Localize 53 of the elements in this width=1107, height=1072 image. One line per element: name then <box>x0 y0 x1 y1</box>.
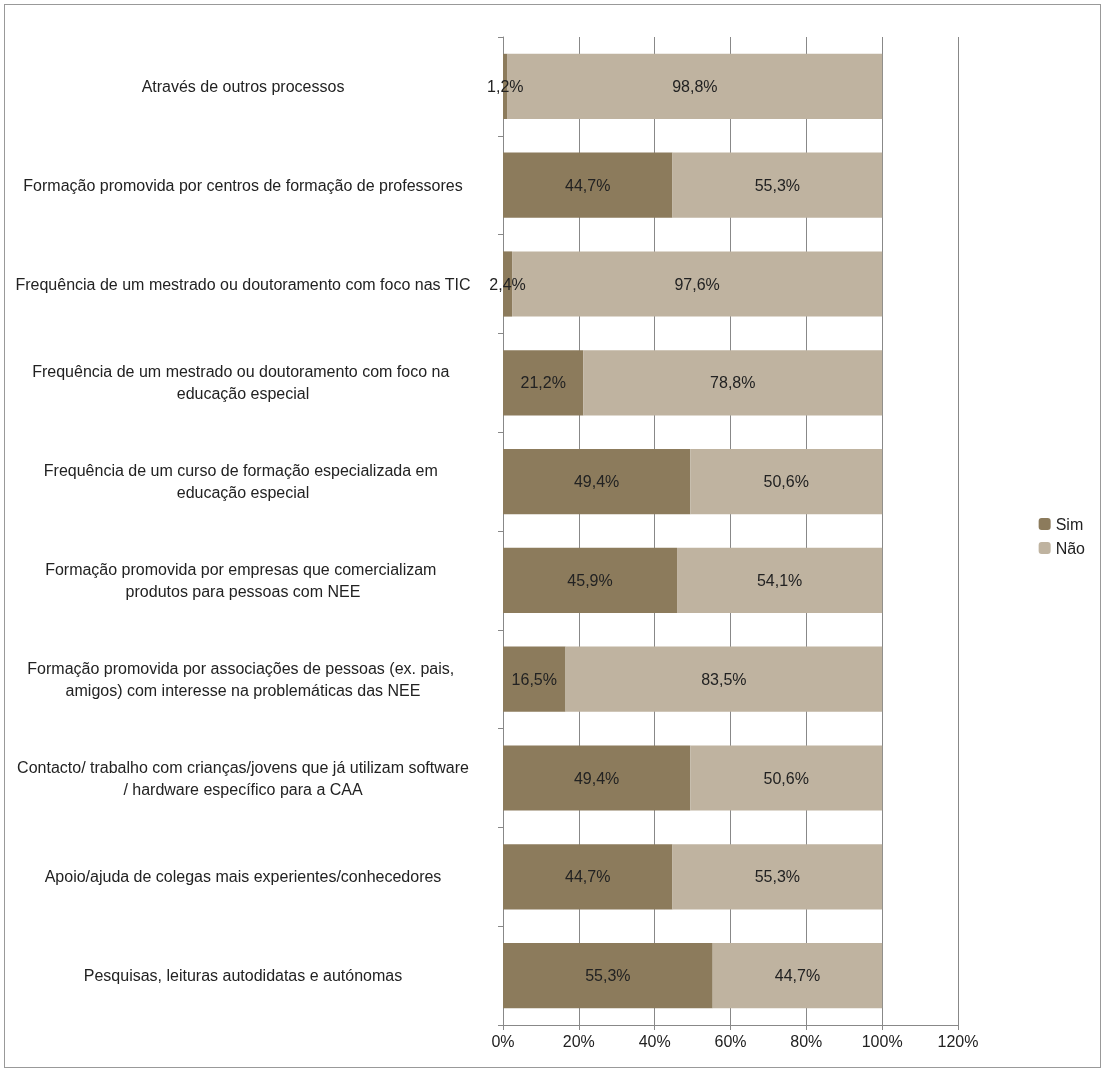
bar <box>690 449 883 515</box>
bar <box>565 646 883 712</box>
data-label: 49,4% <box>573 769 620 787</box>
data-label: 55,3% <box>754 868 801 886</box>
data-label: 55,3% <box>585 967 631 985</box>
x-tick-label: 0% <box>491 1032 515 1050</box>
bar <box>712 943 883 1009</box>
data-label: 50,6% <box>763 769 809 787</box>
bar <box>503 449 691 515</box>
bar <box>690 745 883 811</box>
bar <box>503 844 673 910</box>
y-tick-label: Formação promovida por empresas que comercializam produtos para pessoas com NEE <box>45 560 441 600</box>
data-label: 97,6% <box>674 275 720 293</box>
legend-label: Sim <box>1055 515 1084 533</box>
bar <box>583 350 883 416</box>
data-label: 44,7% <box>774 967 821 985</box>
legend-label: Não <box>1055 539 1086 557</box>
bar <box>503 547 678 613</box>
x-tick-label: 80% <box>790 1032 823 1050</box>
data-label: 83,5% <box>701 670 747 688</box>
data-label: 45,9% <box>567 571 613 589</box>
data-label: 98,8% <box>672 77 718 95</box>
x-tick-label: 40% <box>638 1032 671 1050</box>
data-label: 44,7% <box>565 868 611 886</box>
data-label: 54,1% <box>756 571 803 589</box>
y-tick-label: Formação promovida por associações de pessoas (ex. pais, amigos) com interesse na problemáticas das NEE <box>27 659 459 699</box>
data-label: 49,4% <box>573 473 620 491</box>
bar <box>503 646 566 712</box>
y-tick-label: Apoio/ajuda de colegas mais experientes/conhecedores <box>44 868 442 886</box>
data-label: 50,6% <box>763 473 809 491</box>
x-tick-label: 120% <box>937 1032 979 1050</box>
bar <box>672 844 883 910</box>
data-label: 55,3% <box>754 176 801 194</box>
y-tick-label: Pesquisas, leituras autodidatas e autónomas <box>83 967 403 985</box>
bar <box>677 547 883 613</box>
data-label: 21,2% <box>520 374 566 392</box>
x-tick-label: 100% <box>861 1032 903 1050</box>
bar <box>503 152 673 218</box>
y-tick-label: Frequência de um mestrado ou doutoramento com foco nas TIC <box>15 275 471 293</box>
y-tick-label: Formação promovida por centros de formação de professores <box>23 176 463 194</box>
x-tick-label: 20% <box>562 1032 595 1050</box>
y-tick-label: Contacto/ trabalho com crianças/jovens que já utilizam software/ hardware específico para a CAA <box>17 758 469 798</box>
bar <box>503 350 584 416</box>
y-tick-label: Frequência de um mestrado ou doutoramento com foco na educação especial <box>32 363 454 403</box>
data-label: 44,7% <box>565 176 611 194</box>
y-tick-label: Através de outros processos <box>141 77 345 95</box>
y-tick-label: Frequência de um curso de formação especializada em educação especial <box>43 462 443 502</box>
x-tick-label: 60% <box>714 1032 747 1050</box>
bar <box>503 943 713 1009</box>
data-label: 78,8% <box>710 374 756 392</box>
data-label: 16,5% <box>511 670 557 688</box>
bar <box>672 152 883 218</box>
bar <box>503 745 691 811</box>
